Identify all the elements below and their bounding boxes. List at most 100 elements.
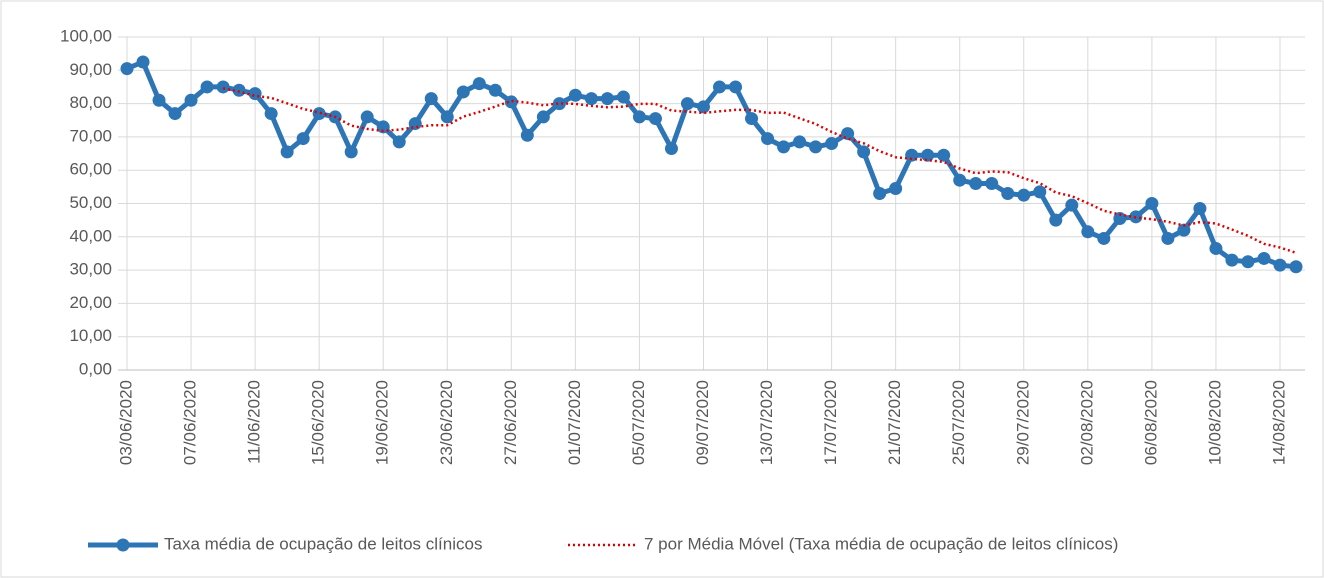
data-point xyxy=(296,132,310,146)
data-point xyxy=(713,80,727,94)
x-tick-label: 23/06/2020 xyxy=(437,380,456,465)
legend-label: 7 por Média Móvel (Taxa média de ocupaçã… xyxy=(644,534,1118,553)
data-point xyxy=(793,135,807,149)
data-point xyxy=(248,87,262,101)
data-point xyxy=(552,97,566,111)
data-point xyxy=(504,95,518,109)
y-tick-label: 30,00 xyxy=(69,260,112,279)
data-point xyxy=(600,92,614,106)
data-point xyxy=(1209,241,1223,255)
x-tick-label: 27/06/2020 xyxy=(501,380,520,465)
y-tick-label: 20,00 xyxy=(69,293,112,312)
data-point xyxy=(1177,223,1191,237)
data-point xyxy=(424,92,438,106)
data-point xyxy=(344,145,358,159)
data-point xyxy=(889,182,903,196)
data-point xyxy=(1145,197,1159,210)
x-tick-label: 06/08/2020 xyxy=(1141,380,1160,465)
data-point xyxy=(937,148,951,162)
data-point xyxy=(841,127,855,141)
data-point xyxy=(777,140,791,154)
data-point xyxy=(1257,251,1271,265)
data-point xyxy=(985,177,999,191)
data-point xyxy=(921,148,935,162)
data-point xyxy=(152,93,166,107)
data-point xyxy=(200,80,214,94)
data-point xyxy=(905,148,919,162)
data-point xyxy=(264,107,278,121)
x-tick-label: 14/08/2020 xyxy=(1269,380,1288,465)
data-point xyxy=(472,77,486,91)
data-point xyxy=(1273,258,1287,272)
x-tick-label: 13/07/2020 xyxy=(757,380,776,465)
data-point xyxy=(568,88,582,102)
data-point xyxy=(1289,260,1303,274)
data-point xyxy=(120,62,134,76)
x-tick-label: 01/07/2020 xyxy=(565,380,584,465)
data-point xyxy=(360,110,374,124)
data-point xyxy=(536,110,550,124)
y-tick-label: 80,00 xyxy=(69,93,112,112)
y-tick-label: 40,00 xyxy=(69,226,112,245)
data-point xyxy=(312,107,326,121)
data-point xyxy=(873,187,887,201)
x-tick-label: 07/06/2020 xyxy=(181,380,200,465)
data-point xyxy=(825,137,839,151)
y-tick-label: 70,00 xyxy=(69,126,112,145)
moving-average-line xyxy=(222,87,1297,254)
data-point xyxy=(280,145,294,159)
data-point xyxy=(1033,185,1047,199)
data-point xyxy=(664,142,678,156)
data-point xyxy=(1113,211,1127,225)
x-tick-label: 05/07/2020 xyxy=(629,380,648,465)
x-tick-label: 19/06/2020 xyxy=(373,380,392,465)
data-point xyxy=(696,100,710,114)
data-point xyxy=(376,120,390,134)
x-tick-label: 17/07/2020 xyxy=(821,380,840,465)
y-tick-label: 100,00 xyxy=(60,26,112,45)
data-point xyxy=(761,132,775,146)
data-point xyxy=(648,112,662,126)
data-point xyxy=(1001,187,1015,201)
data-point xyxy=(857,145,871,159)
data-point xyxy=(1065,198,1079,212)
data-point xyxy=(392,135,406,149)
data-point xyxy=(488,83,502,97)
y-tick-label: 0,00 xyxy=(79,359,112,378)
data-point xyxy=(136,55,150,69)
data-point xyxy=(953,173,967,187)
y-tick-label: 10,00 xyxy=(69,326,112,345)
y-tick-label: 90,00 xyxy=(69,60,112,79)
data-point xyxy=(216,80,230,94)
data-point xyxy=(616,90,630,104)
data-point xyxy=(680,97,694,111)
data-point xyxy=(184,93,198,107)
data-point xyxy=(969,177,983,191)
x-tick-label: 25/07/2020 xyxy=(949,380,968,465)
data-point xyxy=(1193,201,1207,215)
data-point xyxy=(232,83,246,97)
data-point xyxy=(1241,255,1255,269)
legend-marker xyxy=(116,538,130,552)
data-point xyxy=(520,128,534,142)
data-point xyxy=(1081,225,1095,239)
x-tick-label: 11/06/2020 xyxy=(245,380,264,464)
x-tick-label: 02/08/2020 xyxy=(1077,380,1096,465)
legend-label: Taxa média de ocupação de leitos clínico… xyxy=(164,534,482,553)
data-point xyxy=(729,80,743,94)
data-point xyxy=(456,85,470,99)
data-point xyxy=(1049,213,1063,227)
data-point xyxy=(584,92,598,106)
x-tick-label: 03/06/2020 xyxy=(116,380,135,465)
y-tick-label: 60,00 xyxy=(69,160,112,179)
x-tick-label: 29/07/2020 xyxy=(1013,380,1032,465)
data-point xyxy=(1161,231,1175,245)
data-point xyxy=(168,107,182,121)
data-point xyxy=(1097,231,1111,245)
data-point xyxy=(440,110,454,124)
data-point xyxy=(1017,188,1031,202)
x-tick-label: 10/08/2020 xyxy=(1205,380,1224,465)
data-point xyxy=(408,117,422,131)
data-point xyxy=(1225,253,1239,267)
